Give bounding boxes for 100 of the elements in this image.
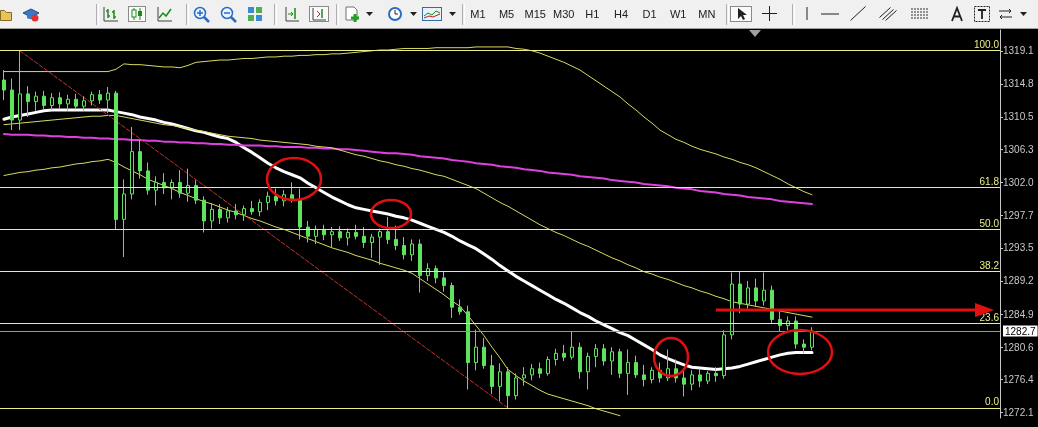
candlestick — [450, 282, 454, 319]
candlestick — [290, 181, 294, 203]
line-series — [3, 132, 813, 205]
candlestick — [138, 139, 142, 180]
candlestick — [18, 50, 22, 131]
candlestick — [74, 93, 78, 110]
ref-line-label: 50.0 — [979, 217, 1000, 229]
candlestick — [90, 91, 94, 106]
text: H1 — [584, 8, 601, 21]
candlestick — [586, 352, 590, 391]
candlestick — [242, 205, 246, 222]
candlestick — [650, 366, 654, 384]
candlestick — [642, 364, 646, 387]
candlestick — [98, 89, 102, 105]
candlestick — [562, 344, 566, 362]
y-tick-label: 1293.5 — [1003, 242, 1035, 254]
candlestick — [354, 224, 358, 240]
candlestick — [338, 225, 342, 242]
candlestick — [362, 226, 366, 249]
candlestick — [458, 298, 462, 316]
y-tick-label: 1306.3 — [1003, 143, 1035, 155]
candlestick — [82, 95, 86, 112]
y-tick-label: 1310.5 — [1003, 111, 1035, 123]
candlestick — [410, 238, 414, 262]
ref-line-label: 0.0 — [985, 396, 1000, 408]
candlestick — [298, 188, 302, 240]
candlestick — [162, 172, 166, 195]
candlestick — [506, 366, 510, 409]
candlestick — [522, 366, 526, 387]
candlestick — [722, 329, 726, 380]
ref-line-label: 61.8 — [979, 175, 1000, 187]
line-series — [2, 108, 814, 371]
candlestick — [626, 348, 630, 396]
text: M30 — [552, 8, 576, 21]
candlestick — [482, 337, 486, 370]
candlestick — [106, 86, 110, 114]
candlestick — [738, 271, 742, 314]
candlestick — [426, 262, 430, 282]
y-tick-label: 1280.6 — [1003, 341, 1035, 353]
candlestick — [402, 236, 406, 260]
candlestick — [770, 285, 774, 325]
candlestick — [50, 92, 54, 111]
candlestick — [594, 343, 598, 368]
candlestick — [434, 265, 438, 284]
text: M1 — [469, 8, 487, 21]
candlestick — [442, 270, 446, 293]
candlestick — [690, 369, 694, 391]
candlestick — [578, 342, 582, 380]
candlestick — [698, 368, 702, 388]
candlestick — [266, 191, 270, 211]
text: MN — [697, 8, 717, 21]
candlestick — [778, 310, 782, 333]
candlestick — [114, 90, 118, 230]
ref-line-label: 38.2 — [979, 260, 1000, 272]
ref-line-label: 100.0 — [973, 39, 1000, 51]
candlestick — [234, 203, 238, 220]
candlestick — [386, 216, 390, 245]
candlestick — [210, 202, 214, 230]
y-tick-label: 1302.0 — [1003, 176, 1035, 188]
y-tick-label: 1314.8 — [1003, 78, 1035, 90]
candlestick — [498, 362, 502, 402]
candlestick — [330, 226, 334, 248]
candlestick — [762, 272, 766, 307]
y-tick-label: 1319.1 — [1003, 45, 1035, 57]
candlestick — [306, 220, 310, 243]
candlestick — [610, 346, 614, 376]
candlestick — [122, 178, 126, 258]
candlestick — [418, 238, 422, 294]
candlestick — [538, 362, 542, 379]
candlestick — [314, 225, 318, 245]
candlestick — [130, 126, 134, 200]
text: D1 — [641, 8, 658, 21]
candlestick — [10, 78, 14, 131]
candlestick — [274, 188, 278, 207]
candlestick — [66, 94, 70, 112]
candlestick — [466, 305, 470, 391]
candlestick — [378, 228, 382, 266]
candlestick — [618, 348, 622, 379]
candlestick — [514, 372, 518, 401]
ref-line-label: 23.6 — [979, 312, 1000, 324]
candlestick — [706, 370, 710, 385]
candlestick — [554, 348, 558, 367]
candlestick — [42, 90, 46, 110]
line-series — [3, 114, 813, 318]
candlestick — [186, 168, 190, 203]
candlestick — [346, 228, 350, 247]
candlestick — [714, 366, 718, 383]
candlestick — [58, 91, 62, 110]
text: M15 — [523, 8, 547, 21]
y-tick-label: 1284.9 — [1003, 308, 1035, 320]
y-tick-label: 1297.7 — [1003, 210, 1035, 222]
text: H4 — [612, 8, 630, 21]
candlestick — [634, 355, 638, 379]
text: M5 — [497, 8, 516, 21]
candlestick — [34, 91, 38, 112]
ref-line-label: 1282.7 — [1005, 325, 1037, 337]
candlestick — [546, 355, 550, 377]
candlestick — [570, 331, 574, 360]
text: W1 — [668, 8, 688, 21]
candlestick — [490, 354, 494, 395]
